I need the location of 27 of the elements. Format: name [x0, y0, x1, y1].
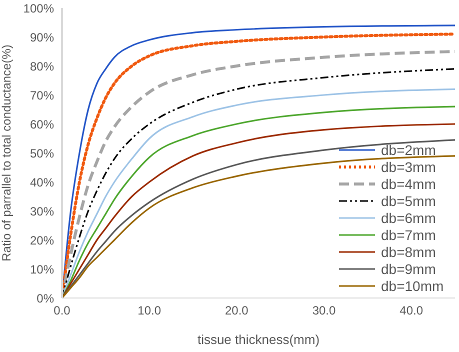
y-tick-label: 40% — [30, 175, 54, 190]
x-tick-label: 40.0 — [400, 304, 424, 318]
legend-label: db=8mm — [381, 244, 436, 260]
legend-label: db=3mm — [381, 158, 436, 174]
y-tick-label: 90% — [30, 30, 54, 44]
legend-label: db=7mm — [381, 226, 436, 242]
legend-label: db=5mm — [381, 192, 436, 208]
x-axis-title: tissue thickness(mm) — [197, 332, 320, 347]
y-tick-label: 0% — [36, 291, 54, 306]
legend-label: db=6mm — [381, 210, 436, 226]
x-tick-label: 10.0 — [138, 304, 162, 318]
y-tick-label: 30% — [30, 204, 54, 218]
y-tick-label: 80% — [30, 59, 54, 74]
x-tick-label: 0.0 — [54, 304, 71, 318]
legend-label: db=4mm — [381, 176, 436, 192]
y-tick-label: 50% — [30, 146, 54, 160]
y-tick-label: 60% — [30, 117, 54, 132]
y-tick-label: 20% — [30, 233, 54, 248]
legend-label: db=9mm — [381, 260, 436, 276]
x-tick-label: 30.0 — [312, 304, 336, 318]
y-tick-label: 100% — [23, 1, 54, 16]
x-tick-label: 20.0 — [224, 304, 249, 318]
legend-label: db=2mm — [381, 142, 436, 158]
y-tick-label: 10% — [30, 262, 54, 276]
legend-label: db=10mm — [381, 278, 444, 294]
y-tick-label: 70% — [30, 88, 54, 102]
y-axis-title: Ratio of parrallel to total conductance(%) — [0, 44, 14, 262]
